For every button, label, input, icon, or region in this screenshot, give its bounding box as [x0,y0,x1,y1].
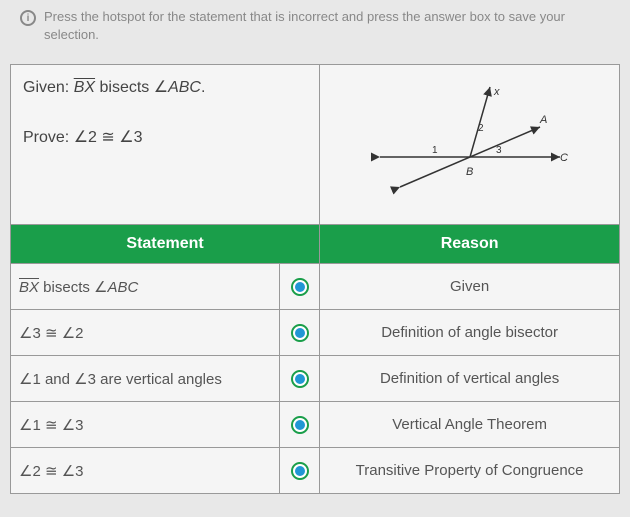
statement-cell: ∠1 and ∠3 are vertical angles [11,356,280,402]
table-row: ∠2 ≅ ∠3 Transitive Property of Congruenc… [11,448,620,494]
svg-text:A: A [539,114,547,126]
header-row: Statement Reason [11,225,620,264]
hotspot-dot-icon [295,466,305,476]
table-row: ∠1 ≅ ∠3 Vertical Angle Theorem [11,402,620,448]
proof-table: Given: BX bisects ∠ABC. Prove: ∠2 ≅ ∠3 x… [10,64,620,494]
reason-cell: Definition of angle bisector [320,310,620,356]
svg-text:C: C [560,152,568,164]
prove-line: Prove: ∠2 ≅ ∠3 [23,127,307,147]
hotspot-button[interactable] [291,370,309,388]
hotspot-cell [280,356,320,402]
hotspot-button[interactable] [291,278,309,296]
svg-text:x: x [493,86,500,98]
statement-cell: ∠3 ≅ ∠2 [11,310,280,356]
hotspot-cell [280,264,320,310]
svg-text:3: 3 [496,145,502,156]
hotspot-dot-icon [295,374,305,384]
hotspot-cell [280,448,320,494]
reason-cell: Vertical Angle Theorem [320,402,620,448]
given-label: Given: [23,79,69,96]
hotspot-button[interactable] [291,416,309,434]
header-statement: Statement [11,225,320,264]
instruction-row: i Press the hotspot for the statement th… [10,8,620,44]
table-row: ∠3 ≅ ∠2 Definition of angle bisector [11,310,620,356]
prove-label: Prove: [23,129,69,146]
hotspot-cell [280,402,320,448]
top-row: Given: BX bisects ∠ABC. Prove: ∠2 ≅ ∠3 x… [11,65,620,225]
hotspot-button[interactable] [291,462,309,480]
hotspot-dot-icon [295,282,305,292]
svg-text:B: B [466,166,473,178]
reason-cell: Definition of vertical angles [320,356,620,402]
svg-text:1: 1 [432,145,438,156]
hotspot-dot-icon [295,420,305,430]
hotspot-button[interactable] [291,324,309,342]
reason-cell: Given [320,264,620,310]
prove-text: ∠2 ≅ ∠3 [74,129,143,146]
angle-diagram: x A C B 1 2 3 [360,77,580,207]
header-reason: Reason [320,225,620,264]
info-icon: i [20,10,36,26]
hotspot-cell [280,310,320,356]
given-prove-cell: Given: BX bisects ∠ABC. Prove: ∠2 ≅ ∠3 [11,65,320,225]
diagram-cell: x A C B 1 2 3 [320,65,620,225]
given-line: Given: BX bisects ∠ABC. [23,77,307,97]
table-row: BX bisects ∠ABC Given [11,264,620,310]
statement-cell: BX bisects ∠ABC [11,264,280,310]
hotspot-dot-icon [295,328,305,338]
instruction-text: Press the hotspot for the statement that… [44,8,620,44]
statement-cell: ∠1 ≅ ∠3 [11,402,280,448]
svg-text:2: 2 [478,123,484,134]
statement-cell: ∠2 ≅ ∠3 [11,448,280,494]
reason-cell: Transitive Property of Congruence [320,448,620,494]
table-row: ∠1 and ∠3 are vertical angles Definition… [11,356,620,402]
